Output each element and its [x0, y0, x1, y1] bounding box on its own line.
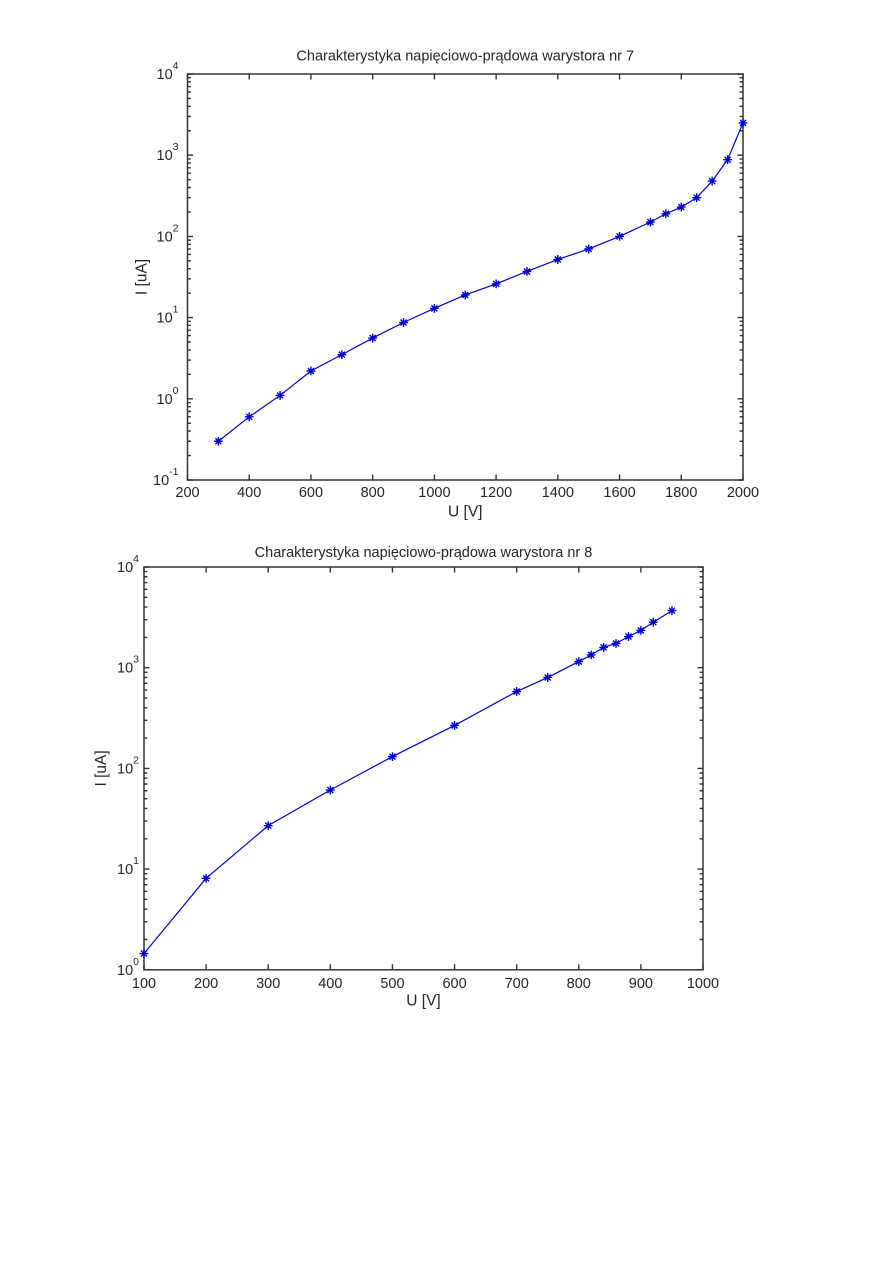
- svg-text:700: 700: [505, 976, 529, 992]
- svg-text:U [V]: U [V]: [406, 993, 440, 1010]
- svg-text:600: 600: [442, 976, 466, 992]
- svg-text:900: 900: [629, 976, 653, 992]
- svg-text:500: 500: [380, 976, 404, 992]
- svg-text:200: 200: [175, 485, 199, 501]
- svg-text:400: 400: [318, 976, 342, 992]
- svg-text:1000: 1000: [687, 976, 719, 992]
- svg-text:800: 800: [361, 485, 385, 501]
- svg-text:300: 300: [256, 976, 280, 992]
- svg-text:101: 101: [157, 304, 179, 327]
- svg-text:1200: 1200: [480, 485, 512, 501]
- svg-text:1800: 1800: [665, 485, 697, 501]
- svg-text:100: 100: [157, 385, 179, 408]
- svg-text:Charakterystyka napięciowo-prą: Charakterystyka napięciowo-prądowa warys…: [296, 49, 634, 65]
- svg-text:200: 200: [194, 976, 218, 992]
- svg-text:I [uA]: I [uA]: [93, 750, 110, 786]
- svg-text:101: 101: [117, 855, 139, 878]
- svg-text:1600: 1600: [603, 485, 635, 501]
- svg-text:102: 102: [117, 754, 139, 777]
- svg-text:400: 400: [237, 485, 261, 501]
- svg-text:100: 100: [132, 976, 156, 992]
- svg-text:U [V]: U [V]: [448, 504, 482, 521]
- svg-text:1400: 1400: [542, 485, 574, 501]
- svg-text:I [uA]: I [uA]: [134, 259, 151, 295]
- svg-text:102: 102: [157, 222, 179, 245]
- svg-text:103: 103: [117, 654, 139, 677]
- svg-text:1000: 1000: [418, 485, 450, 501]
- svg-text:600: 600: [299, 485, 323, 501]
- svg-text:800: 800: [567, 976, 591, 992]
- svg-text:104: 104: [157, 60, 179, 83]
- svg-text:103: 103: [157, 141, 179, 164]
- svg-text:2000: 2000: [727, 485, 759, 501]
- svg-text:Charakterystyka napięciowo-prą: Charakterystyka napięciowo-prądowa warys…: [255, 545, 593, 561]
- svg-text:104: 104: [117, 553, 139, 576]
